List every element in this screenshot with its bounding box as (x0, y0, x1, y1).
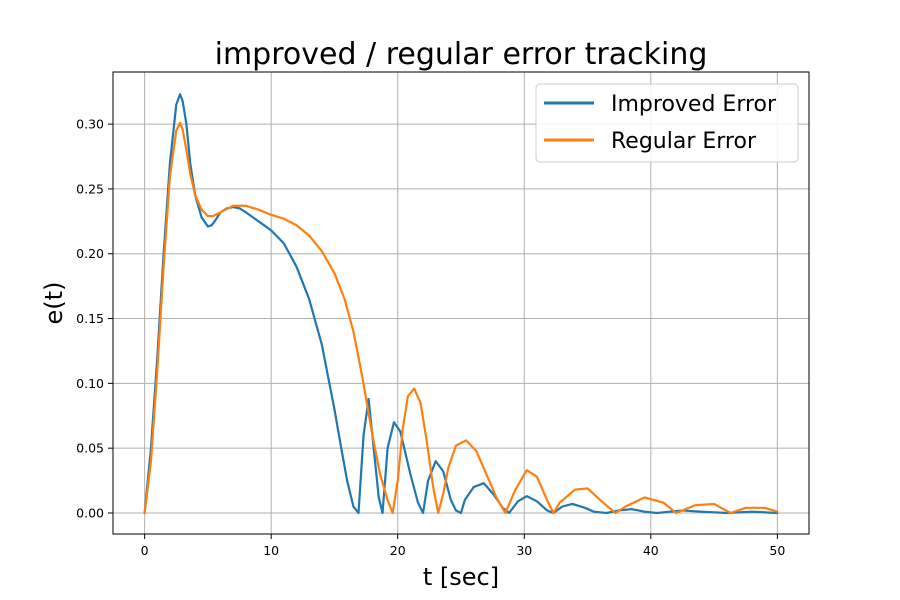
y-tick-label: 0.15 (76, 311, 104, 326)
series-layer (143, 93, 779, 515)
plot-frame (112, 71, 810, 535)
legend-box (535, 83, 799, 163)
tick-layer: 0 10 20 30 40 50 0.00 0.05 0.10 0.15 0.20 0.25 0.30 (76, 117, 785, 558)
x-tick-label: 30 (516, 543, 532, 558)
x-tick-label: 50 (769, 543, 785, 558)
y-tick-label: 0.25 (76, 181, 104, 196)
y-tick-label: 0.30 (76, 117, 104, 132)
legend: Improved Error Regular Error (535, 83, 799, 163)
y-axis-label: e(t) (40, 282, 68, 325)
x-tick-label: 40 (643, 543, 659, 558)
chart-title: improved / regular error tracking (215, 37, 708, 72)
grid-layer (113, 72, 809, 534)
legend-label-improved-error: Improved Error (611, 92, 777, 117)
x-tick-label: 10 (263, 543, 279, 558)
y-tick-label: 0.00 (76, 506, 104, 521)
y-tick-label: 0.10 (76, 376, 104, 391)
y-tick-label: 0.20 (76, 246, 104, 261)
x-axis-label: t [sec] (423, 563, 499, 591)
x-tick-label: 20 (390, 543, 406, 558)
legend-label-regular-error: Regular Error (611, 129, 757, 154)
series-line-regular-error (143, 121, 779, 515)
y-tick-label: 0.05 (76, 441, 104, 456)
series-line-improved-error (143, 93, 779, 515)
x-tick-label: 0 (141, 543, 149, 558)
